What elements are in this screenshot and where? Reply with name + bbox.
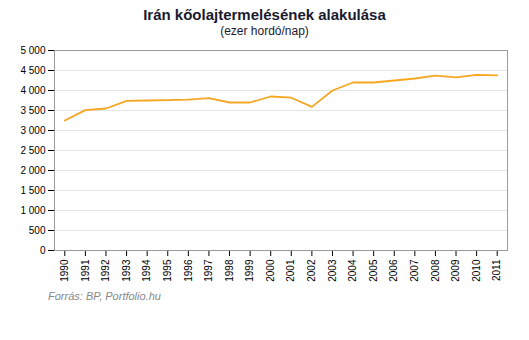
svg-text:1991: 1991 [80, 259, 91, 282]
svg-text:2003: 2003 [327, 259, 338, 282]
svg-text:1996: 1996 [183, 259, 194, 282]
svg-text:2 500: 2 500 [20, 145, 45, 156]
svg-text:3 500: 3 500 [20, 105, 45, 116]
svg-text:3 000: 3 000 [20, 125, 45, 136]
svg-text:2007: 2007 [409, 259, 420, 282]
html-text:Forrás: BP, Portfolio.hu: Forrás: BP, Portfolio.hu [48, 290, 161, 302]
svg-text:2005: 2005 [368, 259, 379, 282]
svg-text:1 000: 1 000 [20, 205, 45, 216]
svg-text:1999: 1999 [244, 259, 255, 282]
svg-text:5 000: 5 000 [20, 45, 45, 56]
svg-text:1 500: 1 500 [20, 185, 45, 196]
svg-text:2011: 2011 [491, 259, 502, 281]
svg-text:2008: 2008 [430, 259, 441, 282]
svg-text:1990: 1990 [59, 259, 70, 282]
svg-text:0: 0 [40, 245, 46, 256]
svg-text:1997: 1997 [203, 259, 214, 282]
svg-text:2004: 2004 [347, 259, 358, 282]
svg-text:2009: 2009 [450, 259, 461, 282]
svg-text:1998: 1998 [224, 259, 235, 282]
svg-text:2001: 2001 [285, 259, 296, 282]
svg-text:2010: 2010 [471, 259, 482, 282]
svg-text:1994: 1994 [141, 259, 152, 282]
svg-text:1993: 1993 [121, 259, 132, 282]
svg-text:4 000: 4 000 [20, 85, 45, 96]
svg-text:1992: 1992 [100, 259, 111, 282]
svg-text:2000: 2000 [265, 259, 276, 282]
svg-text:2 000: 2 000 [20, 165, 45, 176]
svg-text:500: 500 [29, 225, 46, 236]
svg-text:2006: 2006 [388, 259, 399, 282]
svg-text:1995: 1995 [162, 259, 173, 282]
html-text:Irán kőolajtermelésének alakul: Irán kőolajtermelésének alakulása [143, 6, 386, 23]
html-text:(ezer hordó/nap): (ezer hordó/nap) [220, 24, 309, 38]
svg-text:4 500: 4 500 [20, 65, 45, 76]
svg-text:2002: 2002 [306, 259, 317, 282]
